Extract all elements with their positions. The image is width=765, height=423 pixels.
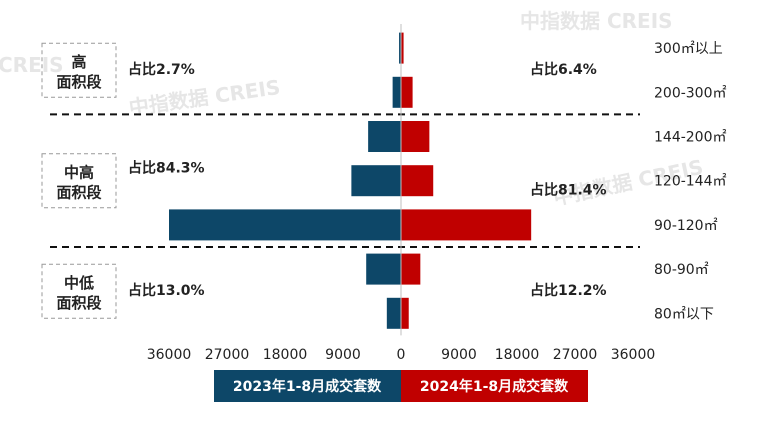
share-label-2024: 占比12.2%: [530, 282, 607, 299]
bar-2023: [169, 209, 401, 241]
watermark-text: CREIS: [0, 53, 64, 77]
bar-2023: [366, 253, 401, 285]
category-label: 200-300㎡: [654, 85, 727, 101]
bar-2024: [401, 121, 430, 152]
bar-2023: [368, 121, 401, 152]
legend-label-2023: 2023年1-8月成交套数: [233, 378, 382, 395]
bar-2024: [401, 253, 421, 285]
legend-label-2024: 2024年1-8月成交套数: [420, 378, 569, 395]
bar-2024: [401, 297, 409, 329]
legend-swatch-2023: [214, 370, 401, 402]
bar-2024: [401, 32, 404, 64]
legend-swatch-2024: [401, 370, 588, 402]
share-label-2023: 占比84.3%: [128, 160, 205, 177]
group-label: 高: [71, 53, 86, 71]
bar-2024: [401, 165, 434, 197]
group-label-box: [41, 42, 117, 98]
group-label: 面积段: [56, 73, 101, 91]
bars-layer: [169, 32, 532, 329]
share-label-2024: 占比81.4%: [530, 182, 607, 199]
category-label: 80-90㎡: [654, 262, 709, 278]
share-label-2023: 占比13.0%: [128, 282, 205, 299]
bar-2024: [401, 76, 413, 108]
category-label: 144-200㎡: [654, 130, 727, 146]
category-label: 120-144㎡: [654, 174, 727, 190]
group-label: 面积段: [56, 294, 101, 312]
group-label-box: [41, 153, 117, 209]
category-label: 300㎡以上: [654, 41, 723, 57]
watermark-text: 中指数据 CREIS: [127, 75, 281, 120]
x-tick-label: 0: [397, 347, 406, 363]
x-tick-label: 27000: [553, 347, 598, 363]
x-tick-label: 9000: [441, 347, 477, 363]
group-label: 中高: [64, 164, 94, 182]
group-label: 中低: [64, 274, 94, 292]
group-label-box: [41, 263, 117, 319]
x-axis-ticks: 36000 27000 18000 9000 0 9000 18000 27000 36000: [147, 347, 656, 363]
bar-2023: [392, 76, 401, 108]
x-tick-label: 18000: [495, 347, 540, 363]
x-tick-label: 9000: [325, 347, 361, 363]
share-label-2024: 占比6.4%: [530, 61, 597, 78]
watermark-text: 中指数据 CREIS: [520, 9, 673, 33]
group-label: 面积段: [56, 184, 101, 202]
bar-2024: [401, 209, 532, 241]
legend: 2023年1-8月成交套数 2024年1-8月成交套数: [214, 370, 588, 402]
x-tick-label: 36000: [611, 347, 656, 363]
x-tick-label: 36000: [147, 347, 192, 363]
bar-2023: [399, 32, 401, 64]
x-tick-label: 27000: [205, 347, 250, 363]
category-labels: 300㎡以上 200-300㎡ 144-200㎡ 120-144㎡ 90-120㎡ 80-…: [654, 41, 727, 322]
bar-2023: [351, 165, 401, 197]
bar-2023: [386, 297, 401, 329]
share-labels: 占比2.7% 占比6.4% 占比84.3% 占比81.4% 占比13.0% 占比12.2%: [128, 61, 607, 299]
share-label-2023: 占比2.7%: [128, 61, 195, 78]
category-label: 80㎡以下: [654, 306, 714, 322]
category-label: 90-120㎡: [654, 218, 718, 234]
x-tick-label: 18000: [263, 347, 308, 363]
group-dividers: [50, 113, 640, 248]
